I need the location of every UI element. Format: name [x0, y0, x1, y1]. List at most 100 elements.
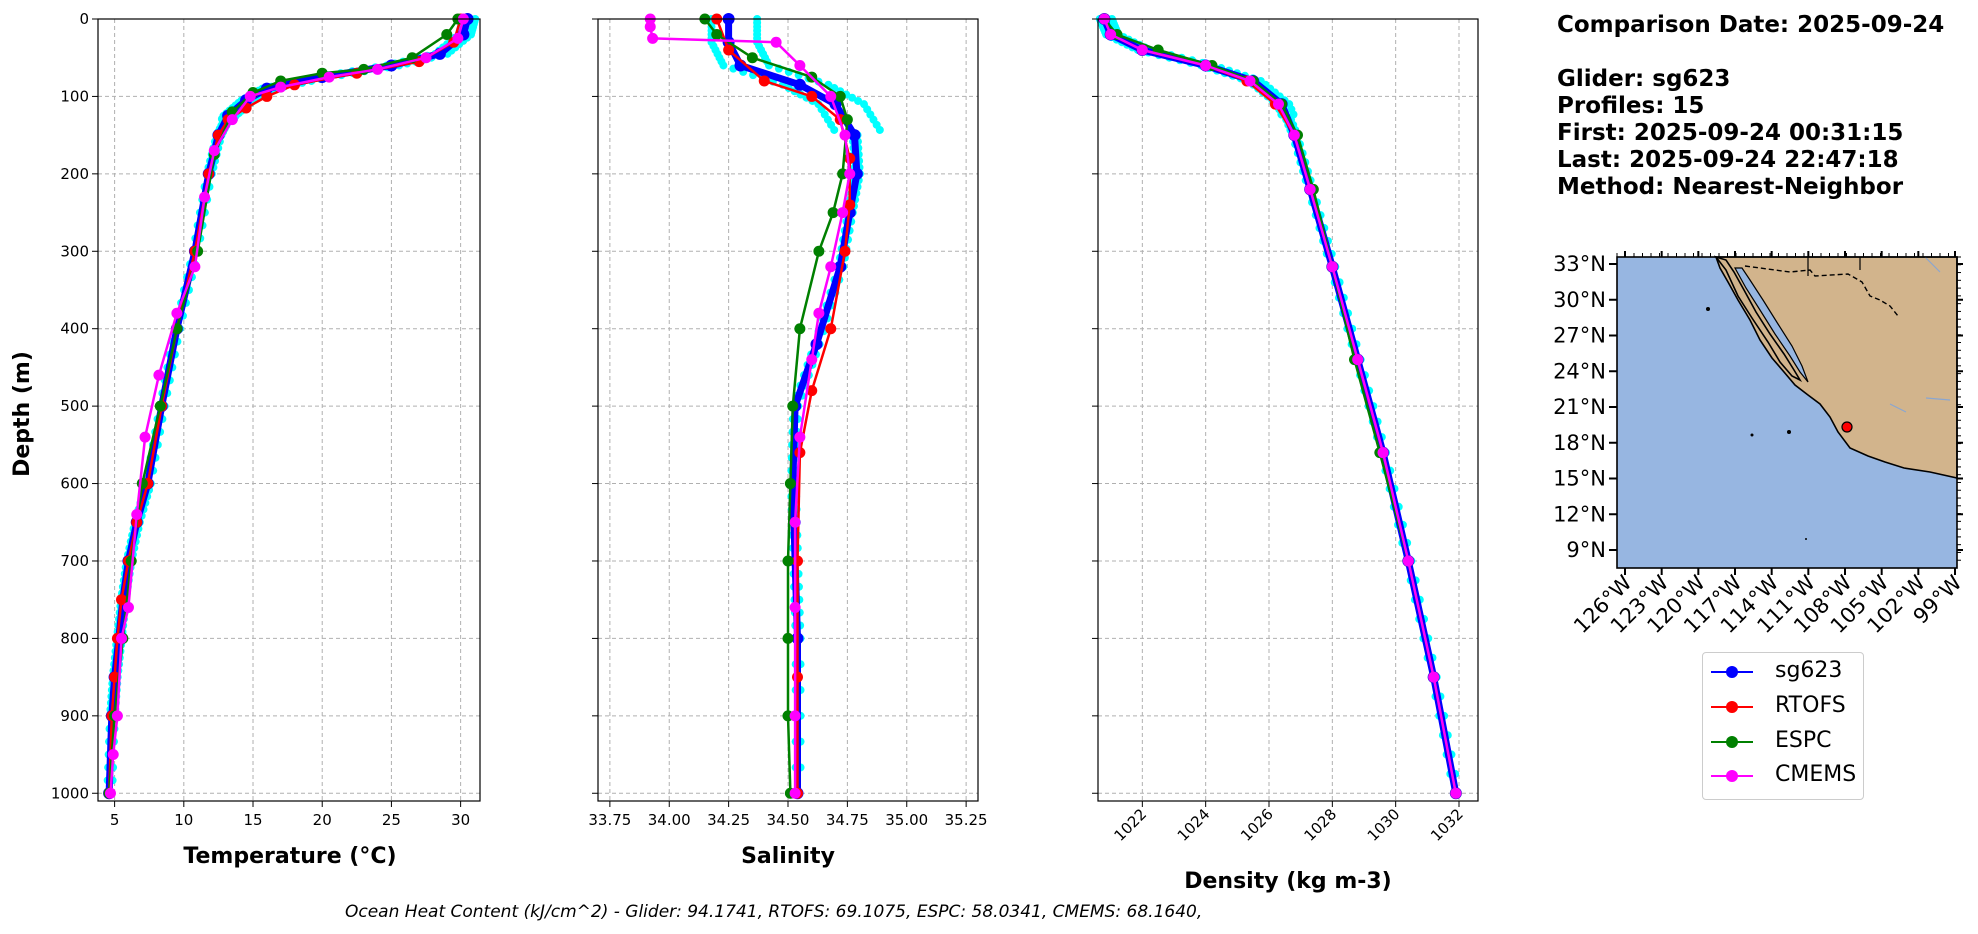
- legend-marker: [1726, 770, 1738, 782]
- last-time: Last: 2025-09-24 22:47:18: [1557, 147, 1899, 173]
- series-cmems: [1098, 13, 1462, 799]
- data-point: [131, 509, 143, 521]
- data-point: [275, 81, 287, 93]
- data-point: [841, 114, 853, 126]
- data-point: [647, 32, 659, 44]
- data-point: [711, 28, 723, 40]
- data-point: [154, 400, 166, 412]
- legend-item-sg623: sg623: [1703, 655, 1863, 689]
- x-tick-label: 33.75: [588, 811, 631, 829]
- data-point: [1428, 671, 1440, 683]
- data-point: [1377, 447, 1389, 459]
- data-point: [420, 52, 432, 64]
- legend: sg623 RTOFS ESPC CMEMS: [1702, 652, 1864, 800]
- x-tick-label: 34.50: [767, 811, 810, 829]
- data-point: [825, 323, 837, 335]
- data-point: [452, 32, 464, 44]
- data-point: [1304, 183, 1316, 195]
- x-tick-label: 5: [110, 811, 120, 829]
- data-point: [372, 63, 384, 75]
- data-point: [827, 207, 839, 219]
- legend-marker: [1726, 666, 1738, 678]
- x-tick-label: 10: [174, 811, 193, 829]
- data-point: [825, 261, 837, 273]
- data-point: [171, 307, 183, 319]
- location-map: 33°N30°N27°N24°N21°N18°N15°N12°N9°N126°W…: [1553, 251, 1967, 638]
- data-point: [789, 710, 801, 722]
- data-point: [758, 75, 770, 87]
- profiles-count: Profiles: 15: [1557, 93, 1705, 119]
- y-tick-label: 200: [60, 165, 89, 183]
- x-tick-label: 1032: [1427, 805, 1467, 845]
- legend-marker: [1726, 701, 1738, 713]
- data-point: [116, 594, 128, 606]
- map-island-3: [1787, 430, 1791, 434]
- x-tick-label: 30: [451, 811, 470, 829]
- data-point: [848, 129, 861, 142]
- data-point: [839, 129, 851, 141]
- x-tick-label: 35.00: [885, 811, 928, 829]
- series-line: [715, 18, 851, 794]
- data-point: [1352, 354, 1364, 366]
- y-tick-label: 500: [60, 397, 89, 415]
- temperature-axis-label: Temperature (°C): [183, 844, 396, 869]
- data-point: [784, 478, 796, 490]
- data-point: [139, 431, 151, 443]
- data-point: [837, 207, 849, 219]
- lat-label: 15°N: [1553, 467, 1606, 491]
- raw-point: [830, 125, 839, 134]
- data-point: [441, 28, 453, 40]
- data-point: [844, 199, 856, 211]
- axes-frame: [97, 18, 481, 802]
- map-island-1: [1706, 307, 1710, 311]
- density-panel: 1022 1024 1026 1028 1030 1032: [1092, 13, 1479, 845]
- data-point: [1136, 44, 1148, 56]
- data-point: [111, 710, 123, 722]
- comparison-info: Comparison Date: 2025-09-24 Glider: sg62…: [1557, 12, 1944, 201]
- raw-point: [854, 96, 863, 105]
- data-point: [794, 59, 806, 71]
- x-tick-label: 1022: [1110, 805, 1150, 845]
- density-axis-label: Density (kg m-3): [1184, 869, 1392, 894]
- data-point: [789, 601, 801, 613]
- data-point: [1200, 59, 1212, 71]
- data-point: [844, 152, 856, 164]
- map-river: [1889, 256, 1951, 413]
- data-point: [153, 369, 165, 381]
- data-point: [208, 145, 220, 157]
- lat-label: 12°N: [1553, 502, 1606, 526]
- x-tick-label: 20: [313, 811, 332, 829]
- data-point: [1450, 787, 1462, 799]
- series-line: [703, 18, 849, 794]
- data-point: [770, 36, 782, 48]
- data-point: [1326, 261, 1338, 273]
- lat-label: 33°N: [1553, 252, 1606, 276]
- data-point: [1288, 129, 1300, 141]
- raw-point: [719, 61, 728, 70]
- series-cmems: [104, 13, 469, 799]
- map-land-mainland: [1714, 256, 1958, 479]
- data-point: [116, 632, 128, 644]
- y-tick-label: 1000: [51, 784, 89, 802]
- data-point: [1244, 75, 1256, 87]
- comparison-date: Comparison Date: 2025-09-24: [1557, 12, 1945, 38]
- series-line: [648, 19, 851, 794]
- glider-location-marker: [1841, 421, 1853, 433]
- x-tick-label: 25: [382, 811, 401, 829]
- data-point: [844, 168, 856, 180]
- legend-item-cmems: CMEMS: [1703, 759, 1863, 793]
- data-point: [806, 354, 818, 366]
- data-point: [746, 52, 758, 64]
- data-point: [323, 71, 335, 83]
- series-line: [1103, 18, 1458, 794]
- data-point: [813, 245, 825, 257]
- data-point: [782, 555, 794, 567]
- glider-raw-scatter: [1095, 15, 1460, 778]
- y-tick-label: 400: [60, 320, 89, 338]
- lat-label: 27°N: [1553, 324, 1606, 348]
- y-tick-label: 300: [60, 242, 89, 260]
- data-point: [792, 555, 803, 567]
- map-island-4: [1805, 538, 1807, 540]
- data-point: [793, 78, 806, 91]
